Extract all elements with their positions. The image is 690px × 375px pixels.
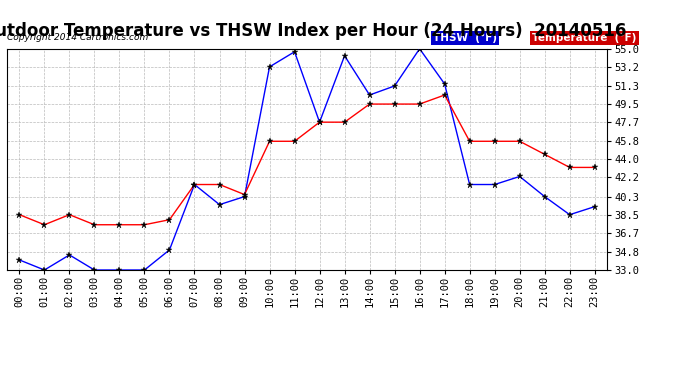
Text: Outdoor Temperature vs THSW Index per Hour (24 Hours)  20140516: Outdoor Temperature vs THSW Index per Ho…: [0, 22, 627, 40]
Text: Temperature  (°F): Temperature (°F): [532, 33, 637, 44]
Text: Copyright 2014 Cartronics.com: Copyright 2014 Cartronics.com: [7, 33, 148, 42]
Text: THSW  (°F): THSW (°F): [433, 33, 497, 44]
